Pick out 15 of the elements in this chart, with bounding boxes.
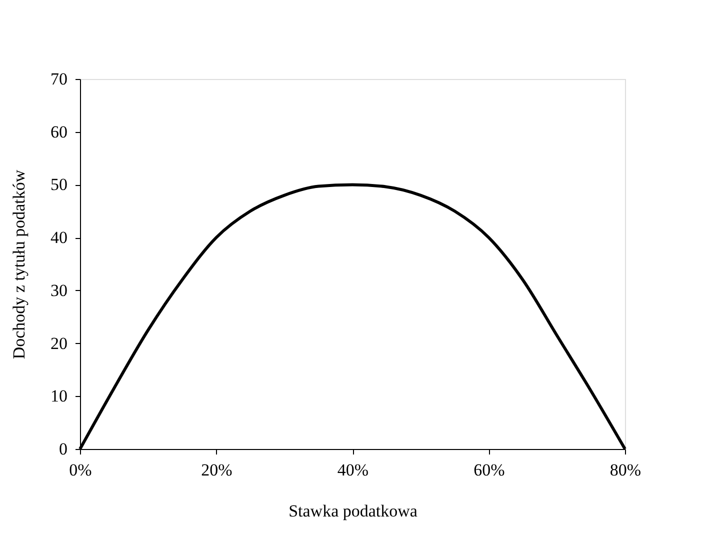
y-tick-label: 10 <box>50 386 68 406</box>
y-tick-label: 30 <box>50 280 68 300</box>
x-axis-title: Stawka podatkowa <box>288 502 418 520</box>
y-tick-label: 40 <box>50 228 68 248</box>
y-tick-label: 60 <box>50 122 68 142</box>
x-tick-label: 40% <box>337 460 369 480</box>
x-tick-label: 20% <box>201 460 232 480</box>
x-tick-label: 60% <box>474 460 505 480</box>
y-axis-title: Dochody z tytułu podatków <box>10 169 28 360</box>
x-tick-label: 0% <box>69 460 92 480</box>
y-tick-label: 50 <box>50 175 68 194</box>
y-tick-label: 0 <box>59 440 68 458</box>
y-tick-label: 70 <box>50 70 68 88</box>
x-tick-label: 80% <box>610 460 642 480</box>
y-tick-label: 20 <box>50 334 68 353</box>
